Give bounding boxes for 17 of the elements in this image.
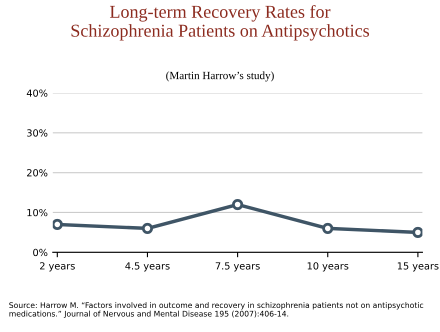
y-tick-label: 20% — [27, 169, 48, 176]
point — [52, 218, 63, 230]
x-tick-label: 10 years — [308, 262, 348, 272]
x-tick-label: 4.5 years — [125, 262, 170, 272]
y-tick-label: 30% — [27, 129, 48, 137]
y-tick-label: 40% — [26, 89, 48, 97]
point — [232, 198, 244, 210]
x-tick-label: 7.5 years — [216, 262, 260, 272]
chart-subtitle: (Martin Harrow’s study) — [166, 71, 274, 82]
chart-title: Long-term Recovery Rates for Schizophrenia Patients on Antipsychotics — [72, 4, 370, 41]
x-tick-label: 15 years — [398, 262, 439, 272]
point — [412, 226, 422, 238]
x-tick-label: 2 years — [40, 262, 75, 272]
point — [142, 222, 154, 234]
y-tick-label: 0% — [33, 248, 48, 256]
point — [322, 222, 334, 234]
y-tick-label: 10% — [27, 208, 48, 216]
